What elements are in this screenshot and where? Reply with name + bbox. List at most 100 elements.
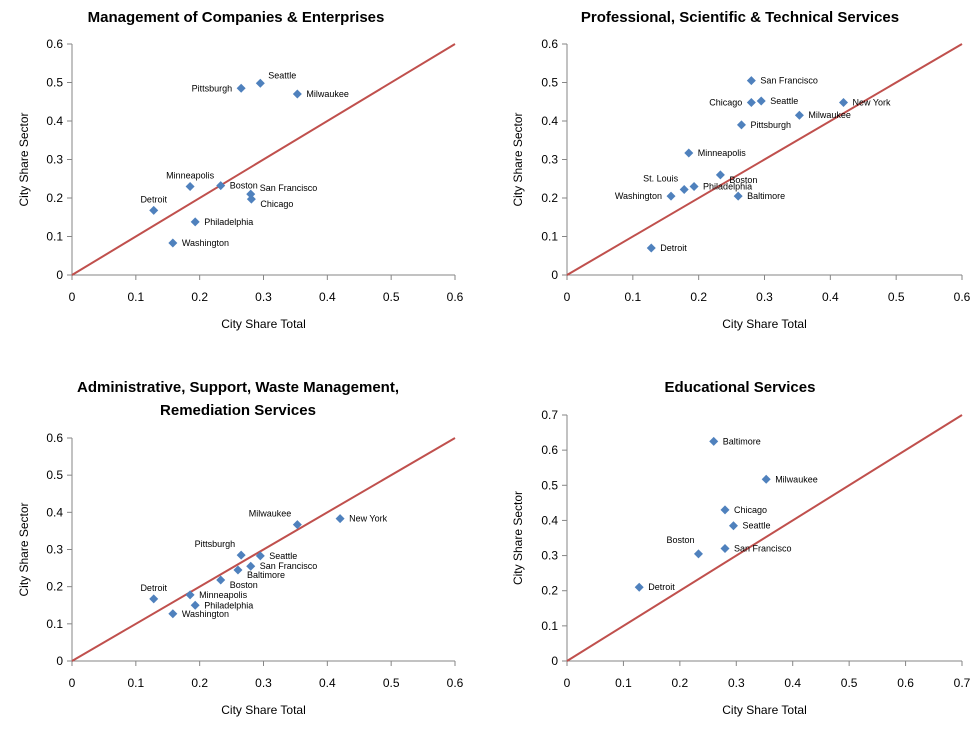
- data-point-label: Milwaukee: [808, 110, 851, 120]
- data-point-label: Pittsburgh: [750, 120, 791, 130]
- y-tick-label: 0.5: [541, 76, 558, 90]
- chart-panel-4: Educational Services 0 0.1 0.2 0.3 0.4 0.5 0.6 0…: [511, 379, 971, 717]
- data-point-marker: [168, 238, 178, 248]
- chart-panel-1: Management of Companies & Enterprises 0 0.…: [17, 9, 464, 331]
- y-tick-label: 0.1: [46, 617, 63, 631]
- data-point-marker: [149, 594, 159, 604]
- x-tick-label: 0.6: [447, 290, 464, 304]
- y-tick-label: 0.3: [46, 543, 63, 557]
- data-point-label: Boston: [666, 535, 694, 545]
- data-point-label: Philadelphia: [703, 181, 752, 191]
- data-point-marker: [190, 600, 200, 610]
- data-point-marker: [684, 148, 694, 158]
- y-tick-label: 0.5: [46, 468, 63, 482]
- data-point-label: Minneapolis: [199, 590, 248, 600]
- data-point-marker: [679, 185, 689, 195]
- data-point-marker: [236, 83, 246, 93]
- x-axis-title: City Share Total: [722, 703, 807, 717]
- data-point-label: Milwaukee: [249, 509, 292, 519]
- x-tick-label: 0.6: [897, 676, 914, 690]
- x-tick-label: 0.5: [841, 676, 858, 690]
- x-tick-label: 0.5: [888, 290, 905, 304]
- data-point-label: Seattle: [742, 521, 770, 531]
- y-axis-title: City Share Sector: [511, 112, 525, 206]
- data-point-label: San Francisco: [734, 544, 792, 554]
- data-point-label: Boston: [729, 175, 757, 185]
- chart-title: Administrative, Support, Waste Managemen…: [77, 379, 399, 396]
- data-point-label: Detroit: [140, 194, 167, 204]
- y-tick-label: 0.4: [541, 114, 558, 128]
- data-point-label: Minneapolis: [166, 170, 215, 180]
- data-point-marker: [839, 98, 848, 108]
- data-point-label: Washington: [182, 609, 229, 619]
- data-point-marker: [693, 549, 703, 559]
- data-point-marker: [756, 96, 766, 106]
- data-point-marker: [216, 575, 226, 585]
- data-point-label: Detroit: [648, 582, 675, 592]
- y-tick-label: 0.4: [541, 513, 558, 527]
- data-point-marker: [255, 551, 265, 561]
- data-point-marker: [715, 170, 725, 180]
- data-point-marker: [666, 191, 676, 201]
- y-tick-label: 0.4: [46, 505, 63, 519]
- data-point-label: New York: [349, 514, 388, 524]
- data-point-label: Chicago: [709, 98, 742, 108]
- data-point-label: Washington: [615, 191, 662, 201]
- chart-title: Educational Services: [665, 379, 816, 396]
- chart-title: Management of Companies & Enterprises: [88, 9, 385, 26]
- x-tick-label: 0.4: [784, 676, 801, 690]
- data-point-marker: [216, 181, 226, 191]
- x-tick-label: 0.1: [624, 290, 641, 304]
- data-point-marker: [709, 436, 719, 446]
- data-point-label: Detroit: [140, 583, 167, 593]
- x-tick-label: 0.4: [319, 676, 336, 690]
- x-tick-label: 0.1: [615, 676, 632, 690]
- data-point-marker: [168, 609, 178, 619]
- y-tick-label: 0.3: [541, 549, 558, 563]
- data-point-label: Philadelphia: [204, 600, 253, 610]
- data-point-label: Minneapolis: [698, 148, 747, 158]
- x-tick-label: 0.6: [954, 290, 971, 304]
- data-point-marker: [761, 474, 771, 484]
- data-point-label: Milwaukee: [306, 89, 349, 99]
- data-point-label: San Francisco: [260, 183, 318, 193]
- x-tick-label: 0.7: [954, 676, 971, 690]
- x-tick-label: 0.3: [255, 676, 272, 690]
- data-point-marker: [246, 194, 256, 204]
- y-tick-label: 0.5: [541, 478, 558, 492]
- y-axis-title: City Share Sector: [511, 491, 525, 585]
- data-point-marker: [185, 590, 195, 600]
- x-axis-title: City Share Total: [221, 317, 306, 331]
- y-tick-label: 0.1: [46, 230, 63, 244]
- x-tick-label: 0.4: [822, 290, 839, 304]
- x-axis-title: City Share Total: [221, 703, 306, 717]
- data-point-label: Seattle: [268, 70, 296, 80]
- x-tick-label: 0: [69, 676, 76, 690]
- x-tick-label: 0.2: [191, 290, 208, 304]
- data-point-marker: [634, 582, 644, 592]
- data-point-label: San Francisco: [260, 561, 318, 571]
- y-tick-label: 0.2: [46, 191, 63, 205]
- y-tick-label: 0.3: [541, 153, 558, 167]
- y-tick-label: 0.1: [541, 619, 558, 633]
- diagonal-reference-line: [71, 437, 456, 662]
- y-tick-label: 0: [56, 268, 63, 282]
- x-tick-label: 0.4: [319, 290, 336, 304]
- data-point-label: Seattle: [770, 96, 798, 106]
- data-point-label: St. Louis: [643, 174, 679, 184]
- x-tick-label: 0.1: [127, 676, 144, 690]
- data-point-marker: [190, 217, 200, 227]
- x-tick-label: 0.1: [127, 290, 144, 304]
- data-point-marker: [236, 550, 246, 560]
- y-tick-label: 0.6: [541, 443, 558, 457]
- data-point-marker: [246, 561, 256, 571]
- x-tick-label: 0.3: [756, 290, 773, 304]
- data-point-label: Baltimore: [247, 570, 285, 580]
- diagonal-reference-line: [566, 43, 963, 276]
- x-tick-label: 0.2: [672, 676, 689, 690]
- x-tick-label: 0: [69, 290, 76, 304]
- data-point-marker: [255, 78, 265, 88]
- data-point-label: Washington: [182, 238, 229, 248]
- data-point-label: San Francisco: [760, 76, 818, 86]
